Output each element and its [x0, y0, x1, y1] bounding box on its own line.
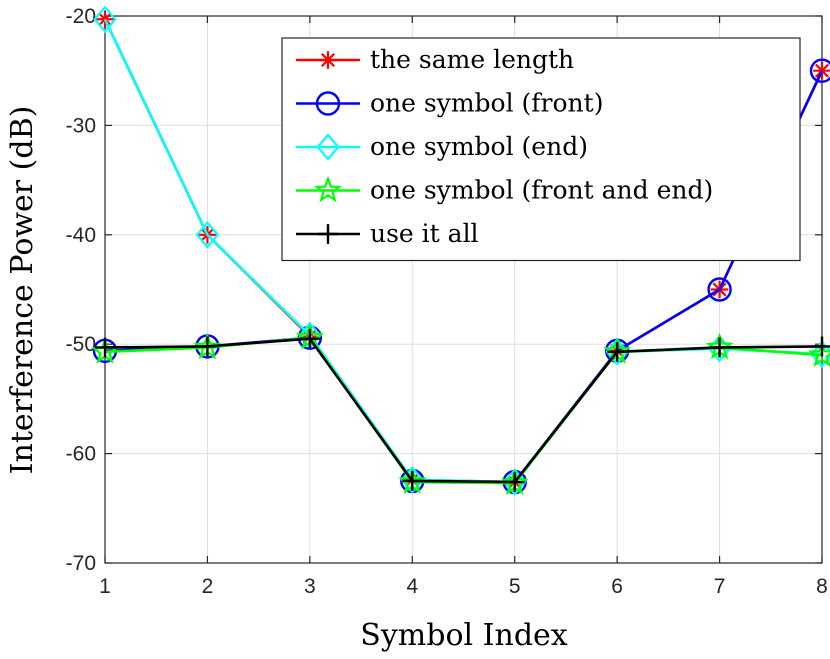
data-point — [93, 5, 117, 34]
y-tick-label: -50 — [66, 333, 96, 356]
series-line — [104, 337, 823, 484]
x-tick-label: 5 — [509, 575, 521, 598]
y-tick-label: -70 — [66, 552, 96, 575]
legend-label: use it all — [370, 219, 479, 248]
data-point — [299, 328, 320, 349]
x-tick-label: 1 — [99, 575, 111, 598]
data-point — [400, 466, 425, 494]
x-tick-label: 3 — [304, 575, 316, 598]
legend-entry-4: use it all — [296, 219, 479, 248]
axes — [104, 15, 823, 564]
tick-labels: 1 2 3 4 5 6 7 8 -70 -60 -50 -40 -30 -20 — [66, 5, 828, 598]
legend-entry-0: the same length — [296, 45, 574, 74]
data-point — [810, 340, 830, 368]
legend-entry-3: one symbol (front and end) — [296, 176, 713, 205]
legend-swatch-marker — [314, 175, 342, 203]
x-axis-label: Symbol Index — [360, 618, 567, 653]
data-point — [197, 336, 218, 357]
series-group — [91, 5, 830, 496]
data-point — [502, 468, 527, 496]
series-4 — [95, 328, 830, 492]
y-tick-label: -30 — [66, 114, 96, 137]
legend-entry-1: one symbol (front) — [296, 89, 603, 118]
legend-swatch-marker — [316, 133, 340, 161]
legend-swatch-marker — [318, 224, 338, 244]
data-point — [402, 471, 423, 491]
legend-label: one symbol (end) — [370, 132, 588, 161]
legend-swatch-marker — [315, 91, 341, 116]
data-point — [195, 221, 220, 249]
x-tick-label: 4 — [406, 575, 418, 598]
y-tick-label: -40 — [66, 224, 96, 247]
y-axis-label: Interference Power (dB) — [5, 106, 40, 475]
data-point — [707, 277, 732, 302]
y-tick-label: -20 — [66, 5, 96, 28]
data-point — [812, 336, 830, 357]
data-point — [95, 337, 115, 358]
legend-label: the same length — [370, 45, 574, 74]
data-point — [809, 58, 830, 83]
legend: the same length one symbol (front) one sym… — [281, 37, 801, 262]
y-tick-label: -60 — [66, 443, 96, 466]
x-tick-label: 8 — [816, 575, 828, 598]
data-point — [607, 341, 628, 362]
legend-label: one symbol (front and end) — [370, 176, 713, 205]
x-tick-label: 6 — [611, 575, 623, 598]
legend-label: one symbol (front) — [370, 89, 603, 118]
plot-frame — [104, 15, 823, 564]
x-tick-label: 2 — [202, 575, 214, 598]
x-tick-label: 7 — [714, 575, 726, 598]
legend-swatch-marker — [319, 51, 337, 69]
data-point — [504, 472, 525, 492]
legend-box — [281, 37, 801, 262]
data-point — [709, 337, 730, 358]
data-point — [808, 340, 830, 368]
legend-entry-2: one symbol (end) — [296, 132, 588, 161]
